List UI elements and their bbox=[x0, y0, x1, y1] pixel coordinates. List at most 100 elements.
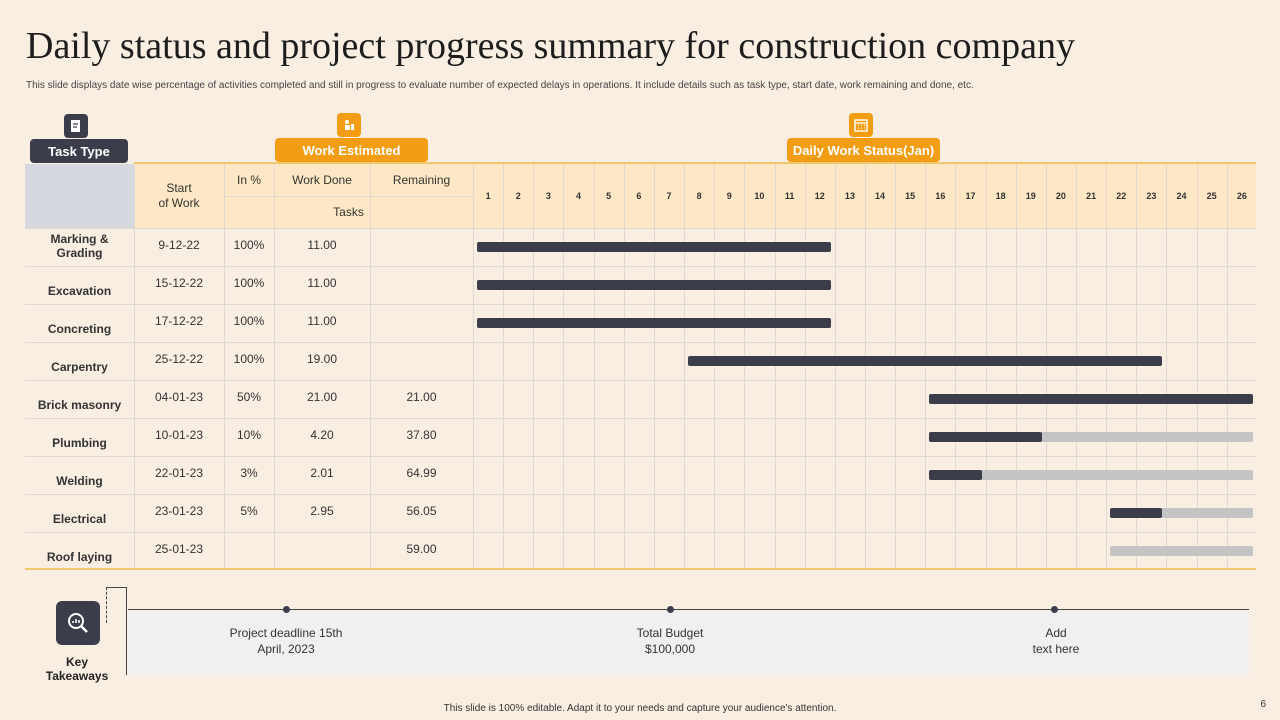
percent-done bbox=[224, 532, 274, 570]
task-type-header: Task Type bbox=[30, 139, 128, 163]
work-done: 11.00 bbox=[307, 314, 337, 328]
grid-vline bbox=[864, 164, 866, 570]
remaining: 21.00 bbox=[406, 390, 437, 404]
grid-vline bbox=[834, 164, 836, 570]
progress-bar bbox=[929, 394, 1253, 404]
takeaways-panel bbox=[128, 611, 1249, 675]
progress-bar bbox=[1110, 508, 1163, 518]
start-date: 9-12-22 bbox=[158, 238, 200, 252]
in-percent-header: In % bbox=[236, 173, 261, 187]
tasks-header: Tasks bbox=[333, 205, 364, 219]
remaining: 64.99 bbox=[406, 466, 437, 480]
day-header: 18 bbox=[995, 191, 1006, 201]
key-takeaways-icon bbox=[56, 601, 100, 645]
grid-vline bbox=[744, 164, 746, 570]
grid-hline bbox=[25, 266, 1256, 267]
day-header: 5 bbox=[606, 191, 612, 201]
remaining bbox=[370, 304, 473, 342]
grid-hline bbox=[25, 228, 1256, 229]
grid-vline bbox=[1166, 164, 1168, 570]
day-header: 1 bbox=[485, 191, 491, 201]
grid-vline bbox=[593, 164, 595, 570]
grid-vline bbox=[1196, 164, 1198, 570]
work-done: 4.20 bbox=[310, 428, 334, 442]
grid-vline bbox=[1045, 164, 1047, 570]
day-header: 20 bbox=[1055, 191, 1066, 201]
grid-vline bbox=[653, 164, 655, 570]
percent-done: 100% bbox=[233, 238, 265, 252]
progress-bar bbox=[688, 356, 1163, 366]
task-name: Plumbing bbox=[52, 436, 107, 450]
remaining: 56.05 bbox=[406, 504, 437, 518]
grid-vline bbox=[134, 164, 135, 570]
grid-vline bbox=[1015, 164, 1017, 570]
grid-vline bbox=[985, 164, 987, 570]
percent-done: 100% bbox=[233, 276, 265, 290]
day-header: 15 bbox=[905, 191, 916, 201]
task-name: Electrical bbox=[52, 512, 107, 526]
day-header: 16 bbox=[935, 191, 946, 201]
takeaway-add-text: Add text here bbox=[1032, 626, 1080, 656]
grid-vline bbox=[503, 164, 505, 570]
task-name: Roof laying bbox=[46, 550, 113, 564]
grid-hline bbox=[25, 494, 1256, 495]
remaining: 37.80 bbox=[406, 428, 437, 442]
work-done: 11.00 bbox=[307, 238, 337, 252]
day-header: 4 bbox=[576, 191, 582, 201]
remaining-bar bbox=[1110, 546, 1253, 556]
grid-vline bbox=[1076, 164, 1077, 570]
start-date: 22-01-23 bbox=[154, 466, 204, 480]
grid-hline bbox=[25, 532, 1256, 533]
work-done bbox=[274, 532, 370, 570]
grid-vline bbox=[473, 164, 474, 570]
day-header: 22 bbox=[1116, 191, 1127, 201]
day-header: 8 bbox=[696, 191, 702, 201]
page-title: Daily status and project progress summar… bbox=[26, 25, 1075, 67]
percent-done: 3% bbox=[240, 466, 258, 480]
day-header: 7 bbox=[666, 191, 672, 201]
day-header: 10 bbox=[754, 191, 765, 201]
worker-icon bbox=[337, 113, 361, 137]
day-header: 3 bbox=[545, 191, 551, 201]
progress-bar bbox=[929, 470, 982, 480]
day-header: 19 bbox=[1025, 191, 1036, 201]
day-header: 2 bbox=[515, 191, 521, 201]
start-date: 23-01-23 bbox=[154, 504, 204, 518]
work-done: 21.00 bbox=[306, 390, 338, 404]
progress-bar bbox=[477, 242, 831, 252]
start-date: 17-12-22 bbox=[154, 314, 204, 328]
start-date: 25-12-22 bbox=[154, 352, 204, 366]
remaining bbox=[370, 266, 473, 304]
grid-hline bbox=[25, 456, 1256, 457]
day-header: 9 bbox=[726, 191, 732, 201]
day-header: 13 bbox=[844, 191, 855, 201]
daily-status-header: Daily Work Status(Jan) bbox=[787, 138, 940, 162]
start-date: 10-01-23 bbox=[154, 428, 204, 442]
progress-bar bbox=[477, 318, 831, 328]
takeaway-budget: Total Budget $100,000 bbox=[636, 626, 704, 656]
day-header: 25 bbox=[1206, 191, 1217, 201]
page-number: 6 bbox=[1260, 699, 1266, 710]
task-name: Carpentry bbox=[51, 360, 108, 374]
task-name: Welding bbox=[56, 474, 103, 488]
grid-vline bbox=[274, 164, 275, 570]
footer-note: This slide is 100% editable. Adapt it to… bbox=[443, 703, 837, 714]
grid-vline bbox=[925, 164, 927, 570]
start-date: 04-01-23 bbox=[154, 390, 204, 404]
percent-done: 100% bbox=[233, 314, 265, 328]
remaining-header: Remaining bbox=[392, 173, 451, 187]
task-icon bbox=[64, 114, 88, 138]
calendar-icon bbox=[849, 113, 873, 137]
day-header: 17 bbox=[965, 191, 976, 201]
start-of-work-header: Start of Work bbox=[158, 181, 200, 210]
progress-bar bbox=[477, 280, 831, 290]
takeaways-line bbox=[128, 609, 1249, 610]
takeaway-dot-2 bbox=[667, 606, 674, 613]
grid-vline bbox=[224, 164, 225, 570]
takeaways-bracket-left bbox=[106, 587, 107, 623]
grid-vline bbox=[563, 164, 565, 570]
grid-hline bbox=[25, 342, 1256, 343]
task-name: Concreting bbox=[47, 322, 112, 336]
work-done: 19.00 bbox=[306, 352, 338, 366]
work-done-header: Work Done bbox=[292, 173, 352, 187]
